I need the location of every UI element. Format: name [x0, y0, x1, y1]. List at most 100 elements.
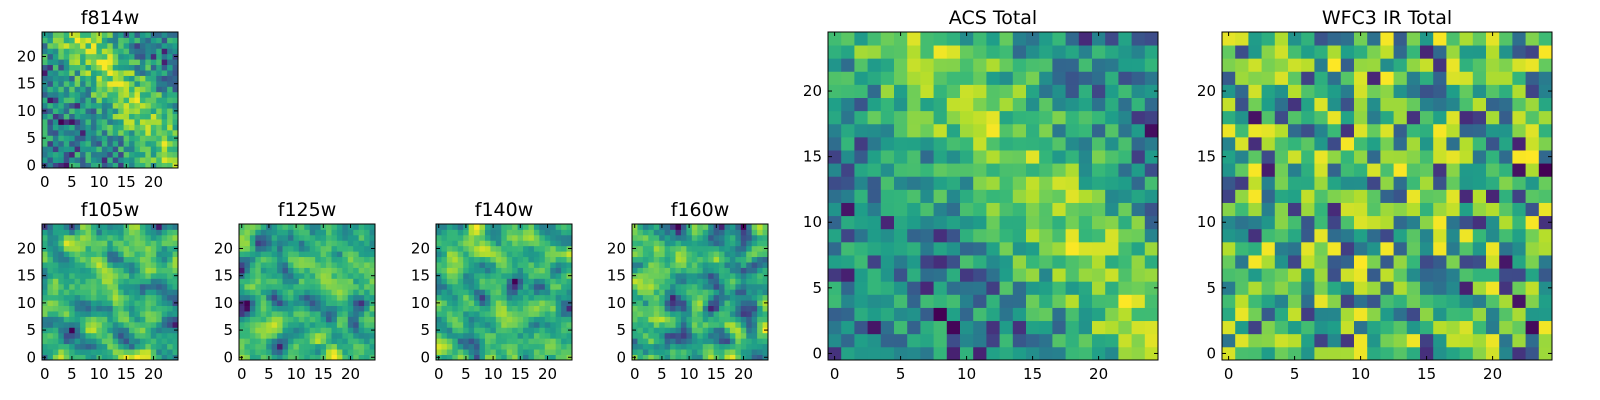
heatmap-cell [342, 234, 349, 241]
heatmap-cell [47, 251, 54, 258]
heatmap-cell [74, 75, 81, 82]
heatmap-cell [642, 278, 649, 285]
heatmap-cell [691, 311, 698, 317]
heatmap-cell [719, 316, 725, 323]
heatmap-cell [1235, 97, 1249, 112]
heatmap-cell [446, 283, 453, 290]
heatmap-cell [1248, 294, 1262, 308]
heatmap-cell [757, 349, 763, 355]
heatmap-cell [101, 162, 108, 169]
heatmap-cell [907, 136, 921, 151]
heatmap-cell [129, 283, 135, 290]
heatmap-cell [101, 129, 108, 136]
heatmap-cell [841, 307, 855, 322]
heatmap-cell [118, 64, 124, 71]
heatmap-cell [675, 316, 682, 323]
heatmap-cell [740, 349, 747, 355]
heatmap-cell [80, 300, 86, 306]
heatmap-cell [1026, 176, 1040, 190]
heatmap-cell [960, 32, 974, 46]
heatmap-cell [495, 245, 502, 252]
heatmap-cell [441, 256, 448, 263]
heatmap-cell [42, 59, 48, 66]
heatmap-cell [90, 53, 97, 60]
heatmap-cell [729, 305, 736, 312]
heatmap-cell [90, 113, 97, 120]
heatmap-cell [112, 135, 119, 142]
heatmap-cell [632, 256, 638, 263]
heatmap-cell [139, 37, 146, 44]
heatmap-cell [506, 354, 513, 361]
heatmap-cell [550, 262, 557, 268]
heatmap-cell [47, 48, 54, 55]
heatmap-cell [90, 272, 97, 279]
heatmap-cell [735, 262, 742, 268]
heatmap-cell [85, 349, 92, 355]
heatmap-cell [555, 245, 562, 252]
heatmap-cell [1340, 228, 1355, 243]
heatmap-cell [523, 240, 529, 247]
heatmap-cell [112, 32, 119, 38]
heatmap-cell [266, 316, 273, 323]
heatmap-cell [255, 229, 262, 236]
heatmap-cell [1105, 123, 1119, 138]
heatmap-cell [490, 251, 497, 258]
heatmap-cell [1248, 268, 1262, 282]
heatmap-cell [1118, 241, 1132, 256]
heatmap-cell [239, 294, 245, 301]
heatmap-cell [1314, 294, 1328, 308]
heatmap-cell [446, 256, 453, 263]
heatmap-cell [326, 311, 332, 317]
heatmap-cell [112, 37, 119, 44]
heatmap-cell [161, 267, 168, 274]
heatmap-cell [735, 343, 742, 350]
heatmap-cell [501, 289, 508, 296]
heatmap-cell [1512, 215, 1526, 230]
heatmap-cell [58, 162, 65, 169]
heatmap-cell [648, 294, 655, 301]
heatmap-cell [1499, 150, 1513, 164]
heatmap-cell [1538, 294, 1553, 308]
heatmap-cell [139, 300, 146, 306]
heatmap-cell [1274, 202, 1289, 217]
heatmap-cell [757, 321, 763, 328]
heatmap-cell [528, 234, 535, 241]
heatmap-cell [139, 332, 146, 339]
heatmap-cell [134, 151, 141, 158]
x-tick-label: 15 [511, 365, 530, 383]
heatmap-cell [74, 283, 81, 290]
heatmap-cell [463, 305, 470, 312]
heatmap-cell [740, 267, 747, 274]
heatmap-cell [452, 305, 459, 312]
heatmap-cell [1380, 281, 1394, 295]
heatmap-cell [973, 110, 987, 125]
heatmap-cell [255, 267, 262, 274]
heatmap-cell [735, 245, 742, 252]
x-tick-label: 15 [314, 365, 333, 383]
heatmap-cell [1288, 110, 1302, 125]
heatmap-cell [74, 124, 81, 131]
heatmap-cell [304, 251, 311, 258]
heatmap-cell [1499, 189, 1513, 203]
heatmap-cell [298, 262, 305, 268]
heatmap-cell [659, 311, 666, 317]
heatmap-cell [1367, 150, 1381, 164]
heatmap-cell [347, 267, 354, 274]
heatmap-cell [659, 234, 666, 241]
heatmap-cell [490, 305, 497, 312]
heatmap-cell [946, 228, 961, 243]
heatmap-cell [1261, 32, 1276, 46]
heatmap-cell [244, 245, 251, 252]
heatmap-cell [342, 332, 349, 339]
heatmap-cell [1354, 346, 1368, 361]
heatmap-cell [80, 119, 86, 125]
heatmap-cell [1525, 176, 1540, 190]
heatmap-cell [441, 272, 448, 279]
heatmap-cell [101, 311, 108, 317]
heatmap-cell [946, 58, 961, 72]
heatmap-cell [490, 267, 497, 274]
heatmap-cell [134, 332, 141, 339]
heatmap-cell [446, 294, 453, 301]
heatmap-cell [920, 123, 934, 138]
heatmap-cell [101, 97, 108, 104]
